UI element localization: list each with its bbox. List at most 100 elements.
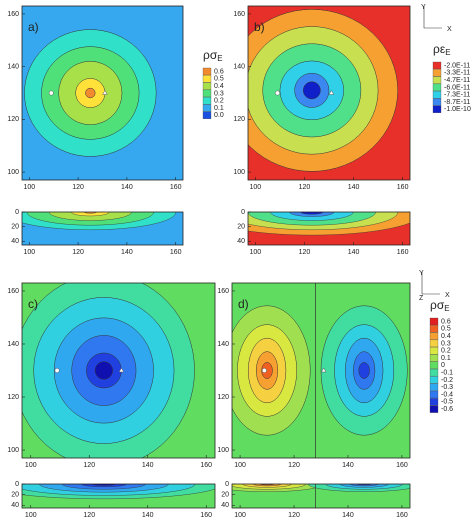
colorbar-label: 0.4 bbox=[441, 333, 451, 340]
y-tick-label: 20 bbox=[11, 492, 19, 499]
colorbar-swatch bbox=[429, 325, 439, 333]
colorbar-swatch bbox=[429, 347, 439, 355]
y-tick-label: 140 bbox=[217, 341, 229, 348]
x-tick-label: 140 bbox=[342, 512, 354, 519]
x-tick-label: 100 bbox=[250, 184, 262, 191]
colorbar-label: -0.3 bbox=[441, 384, 453, 391]
y-tick-label: 20 bbox=[237, 224, 245, 231]
colorbar-swatch bbox=[202, 89, 212, 98]
section-plot bbox=[232, 484, 410, 508]
x-tick-label: 140 bbox=[348, 249, 360, 256]
x-tick-label: 140 bbox=[121, 184, 133, 191]
y-tick-label: 140 bbox=[7, 63, 19, 70]
marker-circle bbox=[275, 90, 280, 96]
contour-fill bbox=[71, 212, 110, 217]
marker-circle bbox=[261, 368, 267, 373]
x-tick-label: 160 bbox=[200, 512, 212, 519]
colorbar-swatch bbox=[202, 104, 212, 112]
x-tick-label: 120 bbox=[72, 184, 84, 191]
colorbar-title: ρσE bbox=[430, 298, 450, 313]
colorbar-label: 0.1 bbox=[214, 105, 224, 112]
contour-plot bbox=[232, 283, 410, 458]
colorbar-label: -8.7E-11 bbox=[444, 99, 470, 106]
y-tick-label: 160 bbox=[233, 11, 245, 18]
colorbar-label: -0.6 bbox=[441, 406, 453, 413]
panel-label: c) bbox=[28, 297, 38, 311]
colorbar-label: 0.4 bbox=[214, 83, 224, 90]
contour-fill bbox=[358, 362, 370, 379]
y-tick-label: 160 bbox=[217, 288, 229, 295]
y-tick-label: 100 bbox=[7, 169, 19, 176]
colorbar-title-text: ρε bbox=[433, 42, 446, 56]
panel-label: d) bbox=[238, 297, 249, 311]
x-tick-label: 100 bbox=[234, 462, 246, 469]
y-tick-label: 0 bbox=[15, 209, 19, 216]
colorbar-swatch bbox=[429, 405, 439, 413]
axis-indicator bbox=[423, 6, 442, 29]
colorbar-swatch bbox=[429, 361, 439, 369]
x-tick-label: 140 bbox=[348, 184, 360, 191]
axis-name: X bbox=[445, 292, 450, 299]
x-tick-label: 120 bbox=[72, 249, 84, 256]
marker-circle bbox=[48, 90, 54, 96]
y-tick-label: 100 bbox=[217, 447, 229, 454]
marker-circle bbox=[54, 368, 60, 373]
x-tick-label: 120 bbox=[299, 184, 311, 191]
colorbar-swatch bbox=[202, 67, 212, 76]
colorbar-label: -2.0E-11 bbox=[444, 62, 470, 69]
x-tick-label: 140 bbox=[142, 512, 154, 519]
y-tick-label: 40 bbox=[11, 238, 19, 245]
y-tick-label: 40 bbox=[11, 502, 19, 509]
colorbar-label: 0.1 bbox=[441, 355, 451, 362]
section-plot bbox=[22, 212, 183, 245]
marker-triangle bbox=[118, 367, 125, 373]
x-tick-label: 120 bbox=[288, 512, 300, 519]
colorbar-swatch bbox=[432, 98, 442, 106]
colorbar-label: -4.7E-11 bbox=[444, 77, 470, 84]
y-tick-label: 120 bbox=[7, 116, 19, 123]
colorbar-swatch bbox=[432, 61, 442, 70]
colorbar-label: -0.5 bbox=[441, 399, 453, 406]
y-tick-label: 120 bbox=[7, 394, 19, 401]
y-tick-label: 0 bbox=[15, 481, 19, 488]
x-tick-label: 160 bbox=[200, 462, 212, 469]
colorbar-label: 0.5 bbox=[441, 326, 451, 333]
colorbar-label: 0.6 bbox=[214, 68, 224, 75]
contour-fill bbox=[48, 212, 132, 221]
y-tick-label: 120 bbox=[233, 116, 245, 123]
colorbar-swatch bbox=[432, 76, 442, 84]
axis-name: Y bbox=[421, 4, 426, 11]
axis-indicator bbox=[421, 272, 440, 295]
x-tick-label: 140 bbox=[121, 249, 133, 256]
contour-fill bbox=[302, 81, 321, 100]
x-tick-label: 100 bbox=[23, 184, 35, 191]
colorbar-title: ρεE bbox=[433, 42, 451, 57]
colorbar-subscript: E bbox=[445, 48, 450, 57]
section-plot bbox=[248, 212, 410, 245]
colorbar-label: -3.3E-11 bbox=[444, 70, 470, 77]
colorbar-swatch bbox=[429, 332, 439, 340]
x-tick-label: 100 bbox=[250, 249, 262, 256]
colorbar-swatch bbox=[432, 69, 442, 77]
colorbar-label: -0.1 bbox=[441, 370, 453, 377]
y-tick-label: 20 bbox=[11, 224, 19, 231]
frame bbox=[21, 5, 184, 181]
axis-name: Z bbox=[419, 295, 424, 302]
colorbar-label: 0.6 bbox=[441, 318, 451, 325]
colorbar-subscript: E bbox=[217, 54, 222, 63]
colorbar-swatch bbox=[429, 398, 439, 406]
colorbar-swatch bbox=[429, 376, 439, 384]
colorbar-label: 0.0 bbox=[214, 112, 224, 119]
x-tick-label: 140 bbox=[142, 462, 154, 469]
colorbar-swatch bbox=[432, 91, 442, 99]
colorbar-label: 0.3 bbox=[214, 90, 224, 97]
colorbar-title: ρσE bbox=[203, 48, 223, 63]
marker-triangle bbox=[320, 367, 327, 373]
frame bbox=[21, 483, 216, 509]
frame bbox=[21, 211, 184, 246]
colorbar-subscript: E bbox=[444, 304, 449, 313]
x-tick-label: 100 bbox=[25, 512, 37, 519]
colorbar-title-text: ρσ bbox=[430, 298, 445, 312]
colorbar-swatch bbox=[429, 317, 439, 326]
colorbar-label: 0.3 bbox=[441, 340, 451, 347]
